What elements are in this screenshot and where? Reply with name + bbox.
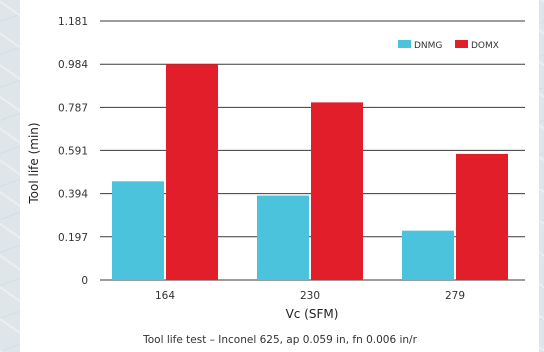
x-tick-label: 279 — [445, 290, 465, 302]
y-tick-label: 0.197 — [58, 232, 88, 244]
y-tick-label: 0.591 — [58, 145, 88, 157]
chart-caption: Tool life test – Inconel 625, ap 0.059 i… — [142, 334, 417, 346]
y-tick-label: 0.984 — [58, 59, 88, 71]
legend-label-domx: DOMX — [471, 41, 499, 51]
y-tick-label: 0.394 — [58, 189, 88, 201]
x-axis-label: Vc (SFM) — [286, 307, 339, 321]
y-tick-labels: 0 0.197 0.394 0.591 0.787 0.984 1.181 — [58, 16, 88, 287]
legend: DNMG DOMX — [398, 40, 499, 51]
bar-dnmg-230 — [257, 195, 309, 280]
legend-swatch-domx — [455, 40, 468, 48]
bar-dnmg-164 — [112, 181, 164, 280]
bar-domx-279 — [456, 153, 508, 280]
legend-swatch-dnmg — [398, 40, 411, 48]
bar-domx-230 — [311, 102, 363, 281]
y-axis-label: Tool life (min) — [27, 122, 41, 204]
bar-domx-164 — [166, 64, 218, 280]
x-tick-labels: 164 230 279 — [155, 290, 465, 302]
x-tick-label: 164 — [155, 290, 175, 302]
legend-label-dnmg: DNMG — [414, 41, 442, 51]
y-tick-label: 1.181 — [58, 16, 88, 28]
y-tick-label: 0.787 — [58, 102, 88, 114]
bar-dnmg-279 — [402, 230, 454, 280]
y-tick-label: 0 — [81, 275, 88, 287]
chart-panel — [20, 0, 539, 352]
x-tick-label: 230 — [300, 290, 320, 302]
bars — [112, 64, 508, 281]
